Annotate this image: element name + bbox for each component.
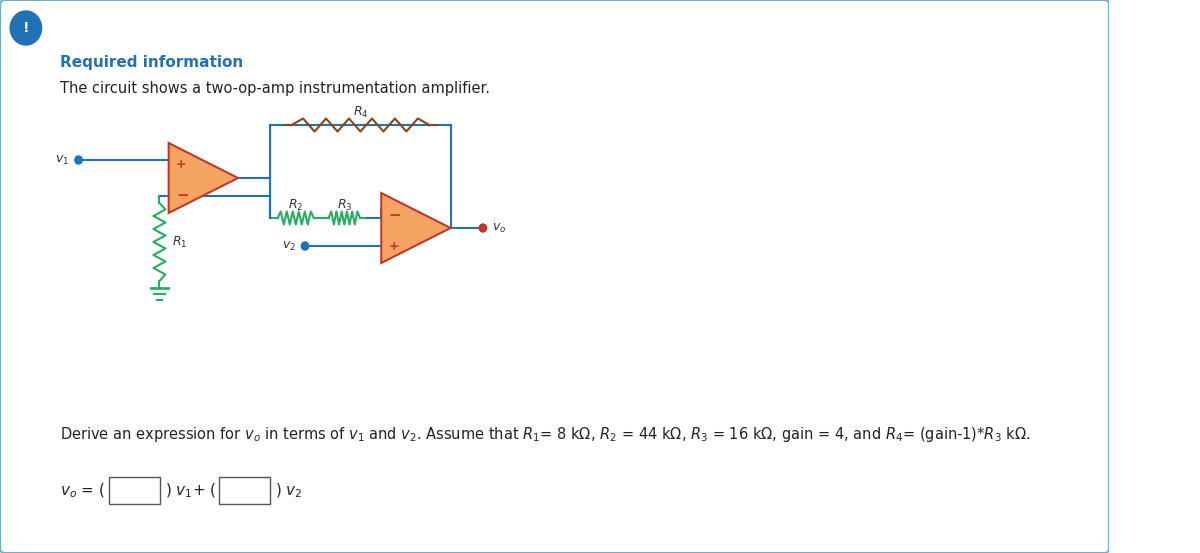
Text: Derive an expression for $v_o$ in terms of $v_1$ and $v_2$. Assume that $R_1$= 8: Derive an expression for $v_o$ in terms … [60,425,1031,445]
Text: $R_2$: $R_2$ [288,197,304,212]
Text: $R_3$: $R_3$ [336,197,352,212]
Text: Required information: Required information [60,55,244,70]
Polygon shape [169,143,238,213]
Text: !: ! [23,21,29,35]
Text: $v_o$ = (: $v_o$ = ( [60,482,106,500]
Text: −: − [176,189,188,204]
FancyBboxPatch shape [109,477,160,504]
Text: ) $v_1$+ (: ) $v_1$+ ( [164,482,216,500]
Circle shape [301,242,308,250]
FancyBboxPatch shape [220,477,270,504]
Text: $v_1$: $v_1$ [55,153,70,166]
Text: ) $v_2$: ) $v_2$ [275,482,302,500]
FancyBboxPatch shape [0,0,1109,553]
Circle shape [10,11,42,45]
Text: +: + [176,159,187,171]
Circle shape [479,224,487,232]
Text: The circuit shows a two-op-amp instrumentation amplifier.: The circuit shows a two-op-amp instrumen… [60,81,490,96]
Text: $R_4$: $R_4$ [353,105,368,119]
Text: $R_1$: $R_1$ [173,234,187,249]
Text: +: + [389,239,400,253]
Text: −: − [389,207,401,222]
Polygon shape [382,193,450,263]
Text: $v_o$: $v_o$ [492,221,506,234]
Circle shape [74,156,83,164]
Text: $v_2$: $v_2$ [282,239,295,253]
